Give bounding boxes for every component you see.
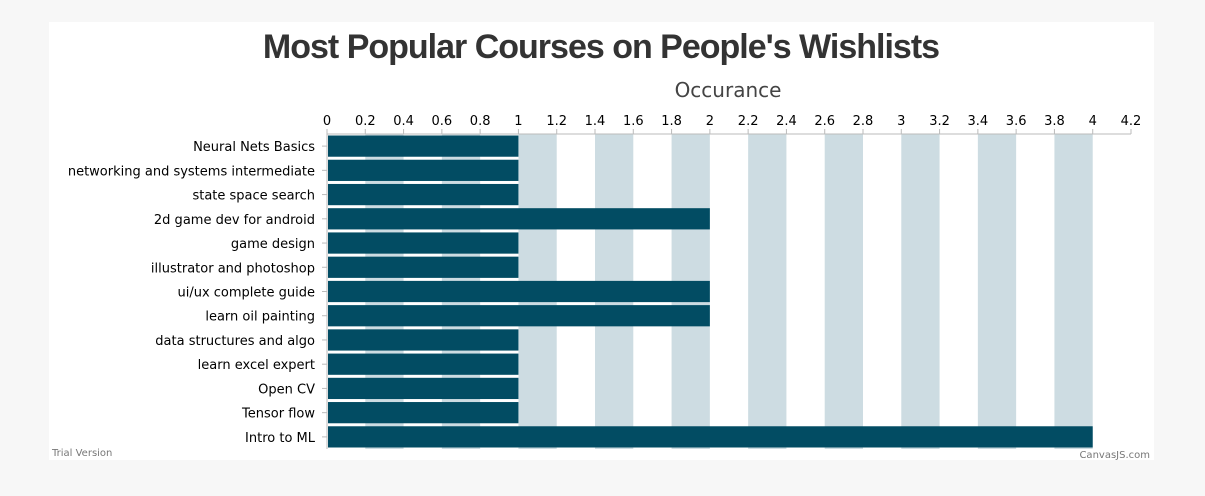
category-label: Tensor flow	[241, 407, 315, 422]
bar[interactable]	[328, 329, 519, 351]
y-axis-categories: Neural Nets Basics networking and systems…	[68, 140, 327, 446]
x-tick-label: 3.4	[968, 114, 989, 129]
bar[interactable]	[328, 305, 710, 327]
x-tick-label: 0.8	[470, 114, 491, 129]
category-label: networking and systems intermediate	[68, 164, 315, 179]
bar[interactable]	[328, 256, 519, 278]
x-tick-label: 2.2	[738, 114, 759, 129]
x-tick-label: 1.6	[623, 114, 644, 129]
bar[interactable]	[328, 280, 710, 303]
category-label: ui/ux complete guide	[177, 286, 315, 301]
x-tick-label: 1.4	[585, 114, 606, 129]
x-tick-label: 2	[706, 114, 714, 129]
category-label: game design	[231, 237, 315, 252]
category-label: state space search	[192, 189, 315, 204]
category-label: illustrator and photoshop	[151, 261, 315, 276]
x-tick-label: 3	[897, 114, 905, 129]
bar[interactable]	[328, 159, 519, 181]
bar[interactable]	[328, 402, 519, 424]
interlace-band	[1054, 134, 1093, 449]
x-tick-label: 1	[514, 114, 522, 129]
bar[interactable]	[328, 426, 1093, 448]
bar[interactable]	[328, 232, 519, 254]
x-axis-title: Occurance	[675, 78, 782, 102]
category-label: Intro to ML	[245, 431, 316, 446]
bar[interactable]	[328, 353, 519, 375]
category-label: Open CV	[258, 382, 315, 397]
bar[interactable]	[328, 135, 519, 157]
x-tick-label: 4.2	[1121, 114, 1142, 129]
interlace-band	[824, 134, 863, 449]
category-label: learn excel expert	[198, 358, 315, 373]
x-tick-label: 0.4	[393, 114, 414, 129]
chart-panel: 0 0.2 0.4 0.6 0.8 1 1.2 1.4 1.6 1.8 2 2.2 2.4 2.6 2.8 3…	[49, 22, 1154, 460]
x-tick-label: 4	[1089, 114, 1097, 129]
canvasjs-credit-link[interactable]: CanvasJS.com	[1079, 450, 1150, 460]
interlace-band	[901, 134, 940, 449]
bar[interactable]	[328, 208, 710, 230]
x-tick-label: 2.4	[776, 114, 797, 129]
chart-title: Most Popular Courses on People's Wishlis…	[263, 28, 939, 66]
interlace-band	[748, 134, 787, 449]
category-label: learn oil painting	[205, 310, 315, 325]
bar[interactable]	[328, 377, 519, 400]
category-label: 2d game dev for android	[154, 213, 315, 228]
x-tick-label: 2.8	[853, 114, 874, 129]
x-tick-label: 3.8	[1044, 114, 1065, 129]
x-tick-label: 0.6	[432, 114, 453, 129]
x-tick-label: 1.8	[661, 114, 682, 129]
x-tick-label: 0	[323, 114, 331, 129]
bars-layer	[328, 135, 1093, 448]
x-tick-label: 3.2	[929, 114, 950, 129]
x-tick-label: 3.6	[1006, 114, 1027, 129]
x-tick-label: 0.2	[355, 114, 376, 129]
x-axis-ticks: 0 0.2 0.4 0.6 0.8 1 1.2 1.4 1.6 1.8 2 2.2 2.4 2.6 2.8 3…	[323, 114, 1141, 449]
category-label: Neural Nets Basics	[193, 140, 315, 155]
bar-chart: 0 0.2 0.4 0.6 0.8 1 1.2 1.4 1.6 1.8 2 2.2 2.4 2.6 2.8 3…	[51, 28, 1150, 460]
x-tick-label: 1.2	[546, 114, 567, 129]
interlace-band	[977, 134, 1017, 449]
x-tick-label: 2.6	[814, 114, 835, 129]
trial-version-label: Trial Version	[51, 448, 112, 459]
category-label: data structures and algo	[155, 334, 315, 349]
bar[interactable]	[328, 183, 519, 206]
